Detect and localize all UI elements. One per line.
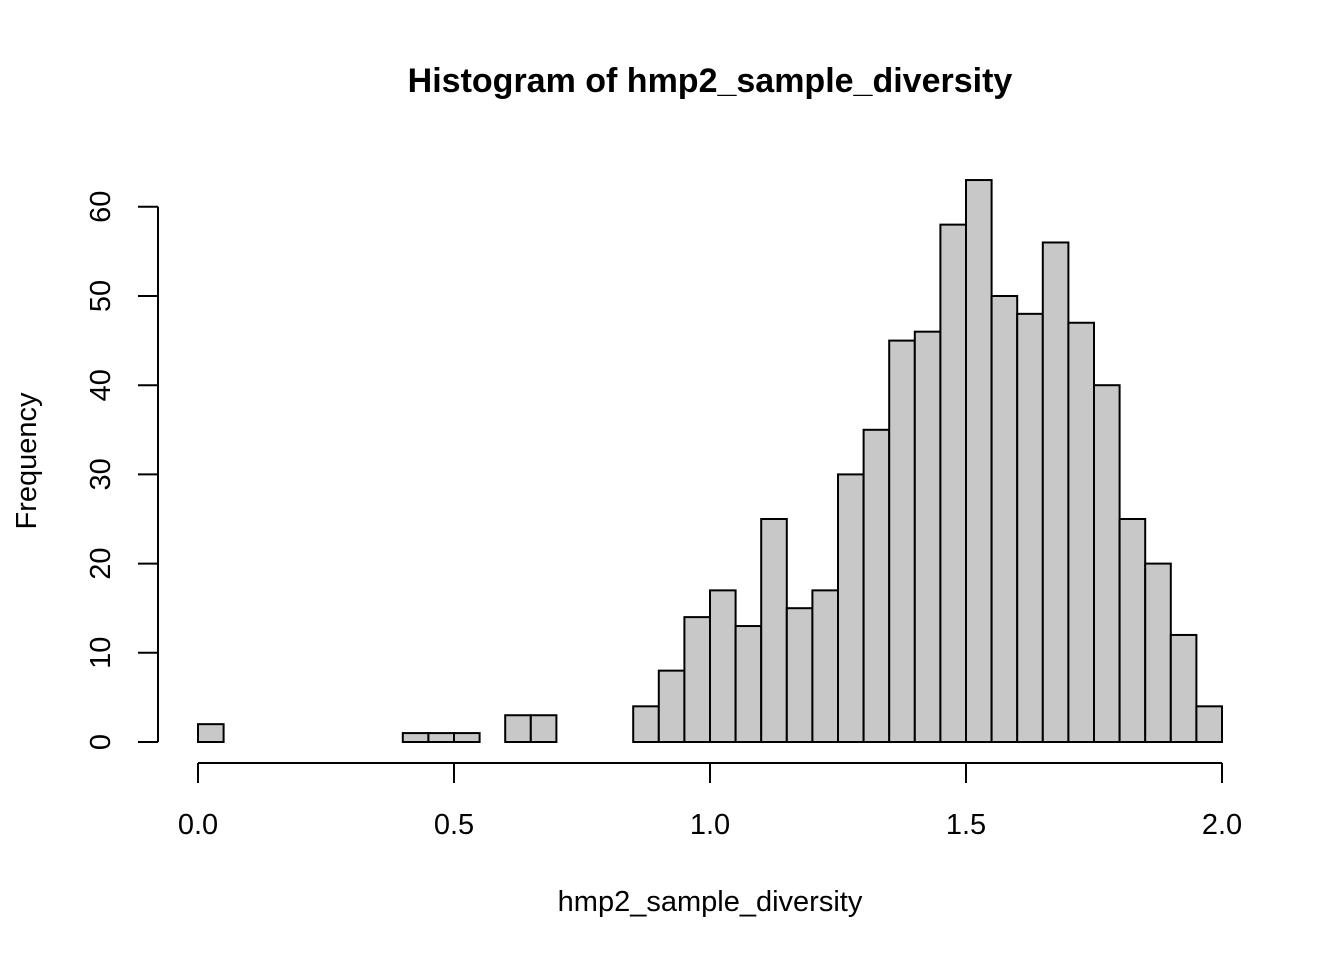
x-tick-label: 1.0 — [690, 809, 730, 841]
histogram-bar — [990, 295, 1019, 743]
y-axis: 0 10 20 30 40 50 60 — [85, 191, 159, 750]
histogram-bar — [632, 705, 660, 744]
histogram-bar — [1093, 384, 1121, 743]
x-tick-label: 1.5 — [946, 809, 986, 841]
histogram-bar — [1144, 562, 1172, 743]
x-axis-label: hmp2_sample_diversity — [558, 886, 863, 918]
histogram-bar — [888, 339, 916, 743]
histogram-bar — [785, 607, 814, 744]
histogram-bar — [197, 723, 225, 743]
histogram-bar — [1041, 241, 1070, 743]
histogram-bar — [760, 518, 788, 743]
x-axis: 0.0 0.5 1.0 1.5 2.0 — [178, 762, 1242, 841]
histogram-bar — [529, 714, 558, 743]
y-tick-label: 20 — [85, 547, 117, 579]
histogram-bar — [811, 589, 840, 743]
histogram-bar — [683, 616, 712, 743]
histogram-bar — [427, 732, 455, 744]
histogram-bar — [1016, 312, 1044, 743]
histogram-bar — [401, 732, 430, 744]
histogram-bar — [1169, 633, 1198, 744]
histogram-bar — [1118, 518, 1147, 743]
histogram-bar — [1067, 321, 1096, 743]
chart-title: Histogram of hmp2_sample_diversity — [408, 62, 1013, 100]
histogram-bar — [1195, 705, 1224, 744]
y-tick-label: 60 — [85, 191, 117, 223]
histogram-bar — [709, 589, 737, 743]
y-tick-label: 50 — [85, 280, 117, 312]
x-tick-label: 0.0 — [178, 809, 218, 841]
y-tick-label: 10 — [85, 637, 117, 669]
histogram-bar — [913, 330, 942, 743]
histogram-bars — [197, 179, 1224, 744]
histogram-bar — [657, 669, 686, 744]
histogram-bar — [862, 428, 891, 743]
y-tick-label: 40 — [85, 369, 117, 401]
y-tick-label: 0 — [85, 734, 117, 750]
histogram-bar — [453, 732, 481, 744]
histogram-bar — [734, 625, 763, 743]
y-tick-label: 30 — [85, 458, 117, 490]
histogram-bar — [939, 223, 968, 743]
histogram-bar — [965, 179, 993, 744]
y-axis-label: Frequency — [11, 392, 43, 530]
x-tick-label: 2.0 — [1202, 809, 1242, 841]
histogram-bar — [504, 714, 532, 743]
x-tick-label: 0.5 — [434, 809, 474, 841]
histogram-bar — [837, 473, 865, 743]
